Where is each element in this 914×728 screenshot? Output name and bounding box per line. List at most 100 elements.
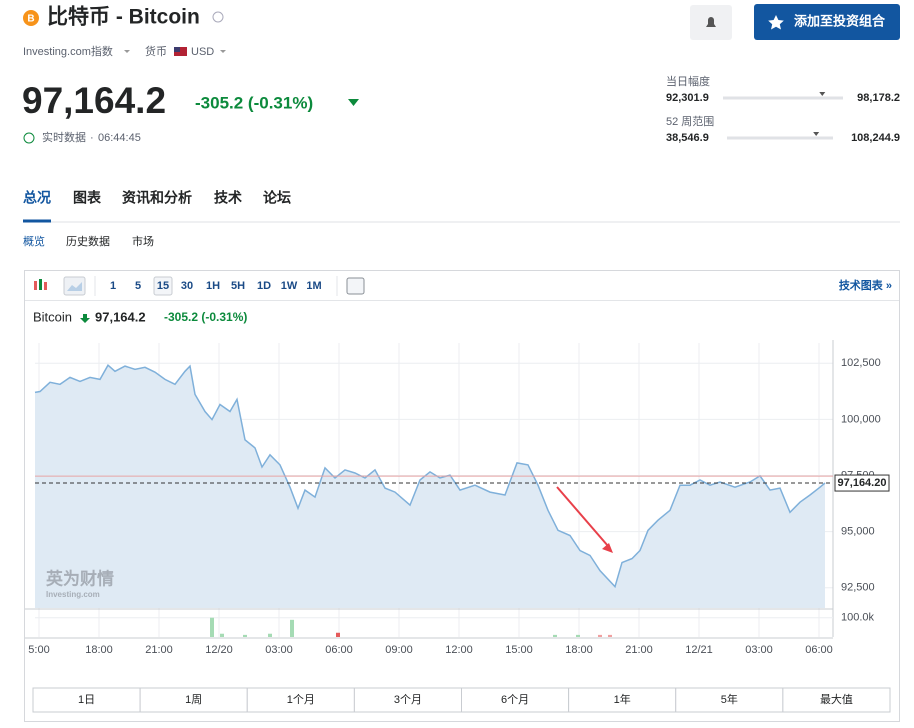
y-tick-label: 95,000 bbox=[841, 526, 875, 538]
volume-bar bbox=[553, 634, 557, 637]
period-button[interactable] bbox=[461, 687, 570, 713]
tab[interactable]: 总况 bbox=[23, 190, 51, 206]
clock-icon bbox=[23, 132, 35, 144]
legend-arrow bbox=[80, 314, 90, 323]
currency-label: 货币 bbox=[145, 44, 167, 58]
volume-tick-label: 100.0k bbox=[841, 612, 875, 624]
x-tick-label: 21:00 bbox=[625, 644, 653, 656]
volume-bar bbox=[336, 632, 340, 637]
candle-icon[interactable] bbox=[34, 279, 47, 290]
price: 97,164.2 bbox=[22, 80, 166, 121]
x-tick-label: 12/20 bbox=[205, 644, 233, 656]
annotation-arrow bbox=[556, 486, 609, 547]
legend-name: Bitcoin bbox=[33, 309, 72, 324]
period-label[interactable]: 1年 bbox=[614, 692, 631, 706]
flag-canton bbox=[174, 47, 180, 52]
subtab[interactable]: 历史数据 bbox=[66, 234, 110, 248]
x-tick-label: 12/21 bbox=[685, 644, 713, 656]
price-change: -305.2 (-0.31%) bbox=[195, 93, 313, 112]
range-high: 98,178.2 bbox=[857, 92, 900, 104]
interval[interactable]: 1H bbox=[206, 280, 220, 292]
info-icon[interactable] bbox=[212, 11, 224, 23]
interval[interactable]: 5 bbox=[135, 280, 141, 292]
price-area bbox=[35, 365, 825, 608]
last-price-tag bbox=[834, 474, 890, 492]
volume-bar bbox=[210, 617, 214, 637]
range-label: 当日幅度 bbox=[666, 74, 710, 88]
x-tick-label: 06:00 bbox=[325, 644, 353, 656]
x-tick-label: 18:00 bbox=[85, 644, 113, 656]
x-tick-label: 03:00 bbox=[265, 644, 293, 656]
range-marker bbox=[819, 92, 826, 96]
coin-icon bbox=[23, 10, 39, 26]
interval[interactable]: 1D bbox=[257, 280, 271, 292]
coin-symbol: B bbox=[27, 14, 34, 25]
range-low: 92,301.9 bbox=[666, 92, 709, 104]
period-bar: 1日 1周 1个月 3个月 6个月 1年 5年 最大值 bbox=[32, 687, 891, 713]
quote-time: 06:44:45 bbox=[98, 132, 141, 144]
volume-bar bbox=[268, 633, 272, 637]
price-line bbox=[34, 364, 826, 589]
interval[interactable]: 15 bbox=[157, 280, 169, 292]
plot: 5:00 18:00 21:00 12/20 03:00 06:00 09:00 12:00 1… bbox=[25, 340, 890, 656]
ranges: 当日幅度 92,301.9 98,178.2 52 周范围 38,546.9 108,24… bbox=[666, 74, 900, 144]
x-tick-label: 12:00 bbox=[445, 644, 473, 656]
range-marker bbox=[813, 132, 820, 136]
period-button[interactable] bbox=[568, 687, 677, 713]
x-tick-label: 06:00 bbox=[805, 644, 833, 656]
realtime-label: 实时数据 bbox=[42, 130, 86, 144]
table-icon[interactable] bbox=[346, 277, 365, 295]
tab[interactable]: 技术 bbox=[214, 190, 242, 206]
period-label[interactable]: 1个月 bbox=[287, 693, 315, 706]
period-button[interactable] bbox=[675, 687, 784, 713]
page-title: 比特币 - Bitcoin bbox=[47, 5, 200, 29]
interval-selected bbox=[153, 276, 173, 296]
range-track bbox=[723, 96, 843, 100]
x-tick-label: 5:00 bbox=[28, 644, 49, 656]
currency: USD bbox=[191, 46, 214, 58]
volume-bar bbox=[290, 619, 294, 637]
volume-bar bbox=[576, 634, 580, 637]
tech-chart-link[interactable]: 技术图表 » bbox=[839, 278, 892, 292]
star-icon bbox=[768, 15, 784, 30]
period-label[interactable]: 1周 bbox=[185, 693, 202, 706]
period-label[interactable]: 1日 bbox=[78, 694, 95, 706]
range-track bbox=[727, 136, 833, 140]
candle bbox=[44, 282, 47, 290]
legend-price: 97,164.2 bbox=[95, 309, 146, 324]
volume-bar bbox=[598, 634, 602, 637]
portfolio-button-label[interactable]: 添加至投资组合 bbox=[794, 13, 886, 28]
subtab[interactable]: 市场 bbox=[132, 234, 154, 248]
tab[interactable]: 资讯和分析 bbox=[122, 190, 192, 206]
y-tick-label: 102,500 bbox=[841, 357, 881, 369]
y-tick-label: 100,000 bbox=[841, 413, 881, 425]
x-tick-label: 03:00 bbox=[745, 644, 773, 656]
interval[interactable]: 1W bbox=[281, 280, 298, 292]
period-button[interactable] bbox=[32, 687, 141, 713]
legend-change: -305.2 (-0.31%) bbox=[164, 310, 247, 324]
period-label[interactable]: 3个月 bbox=[394, 693, 422, 706]
annotation-arrowhead bbox=[602, 543, 613, 553]
period-button[interactable] bbox=[246, 687, 355, 713]
tab[interactable]: 图表 bbox=[73, 190, 102, 206]
interval[interactable]: 30 bbox=[181, 280, 193, 292]
period-label[interactable]: 5年 bbox=[721, 692, 738, 706]
exchange[interactable]: Investing.com指数 bbox=[23, 44, 113, 58]
down-triangle bbox=[348, 99, 359, 106]
subtab[interactable]: 概览 bbox=[23, 234, 45, 248]
area-glyph bbox=[67, 282, 82, 291]
volume-bar bbox=[220, 633, 224, 637]
range-low: 38,546.9 bbox=[666, 132, 709, 144]
tab[interactable]: 论坛 bbox=[263, 190, 291, 206]
portfolio-button[interactable] bbox=[754, 4, 900, 40]
period-label[interactable]: 6个月 bbox=[501, 693, 529, 706]
bell-icon bbox=[706, 17, 716, 27]
period-label[interactable]: 最大值 bbox=[820, 692, 853, 706]
separator: · bbox=[90, 132, 94, 144]
watermark: 英为财情 bbox=[46, 568, 114, 588]
period-button[interactable] bbox=[782, 687, 891, 713]
interval[interactable]: 1 bbox=[110, 280, 116, 292]
interval[interactable]: 1M bbox=[306, 280, 321, 292]
volume-bar bbox=[608, 634, 612, 637]
interval[interactable]: 5H bbox=[231, 280, 245, 292]
